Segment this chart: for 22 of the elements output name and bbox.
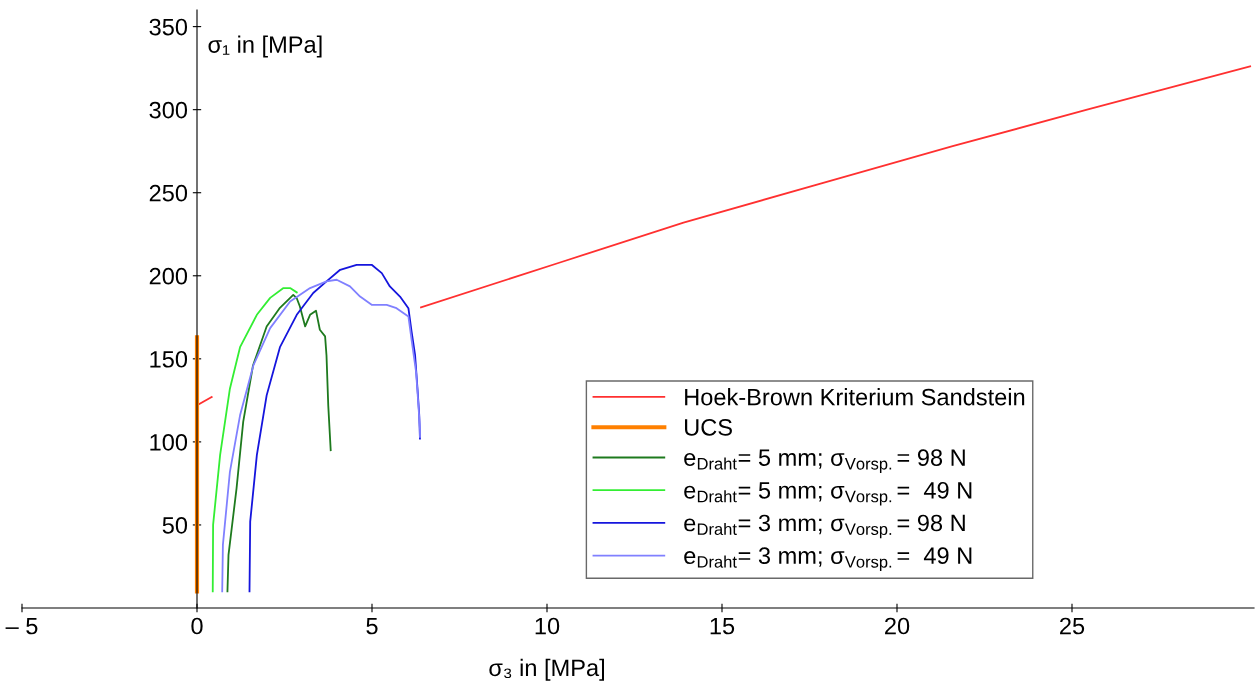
y-tick-label: 350 — [149, 18, 188, 36]
legend-label: e$_{Draht}$= 3 mm; σ$_{Vorsp.}$= 98 N — [684, 514, 965, 539]
x-tick-label: 25 — [1060, 617, 1085, 635]
y-tick-label: 300 — [149, 101, 188, 119]
x-axis-title: σ₃ in [MPa] — [489, 658, 604, 681]
y-tick-label: 150 — [150, 350, 188, 368]
x-tick-label: 10 — [535, 617, 560, 635]
y-tick-label: 50 — [162, 517, 188, 534]
y-tick-label: 250 — [149, 184, 188, 202]
x-tick-label: 5 — [366, 617, 378, 635]
x-tick-label: 15 — [710, 617, 735, 635]
legend-label: UCS — [685, 419, 732, 436]
legend-label: e$_{Draht}$= 5 mm; σ$_{Vorsp.}$= 98 N — [684, 449, 965, 473]
x-tick-label: – 5 — [5, 617, 38, 635]
legend-label: e$_{Draht}$= 5 mm; σ$_{Vorsp.}$= 49 N — [684, 481, 972, 506]
x-tick-label: 0 — [191, 617, 203, 635]
y-tick-label: 100 — [150, 433, 188, 451]
legend-label: Hoek-Brown Kriterium Sandstein — [685, 388, 1025, 406]
y-tick-label: 200 — [149, 267, 188, 285]
legend-label: e$_{Draht}$= 3 mm; σ$_{Vorsp.}$= 49 N — [684, 547, 972, 571]
x-tick-label: 20 — [885, 617, 910, 635]
y-axis-title: σ₁ in [MPa] — [208, 35, 322, 58]
